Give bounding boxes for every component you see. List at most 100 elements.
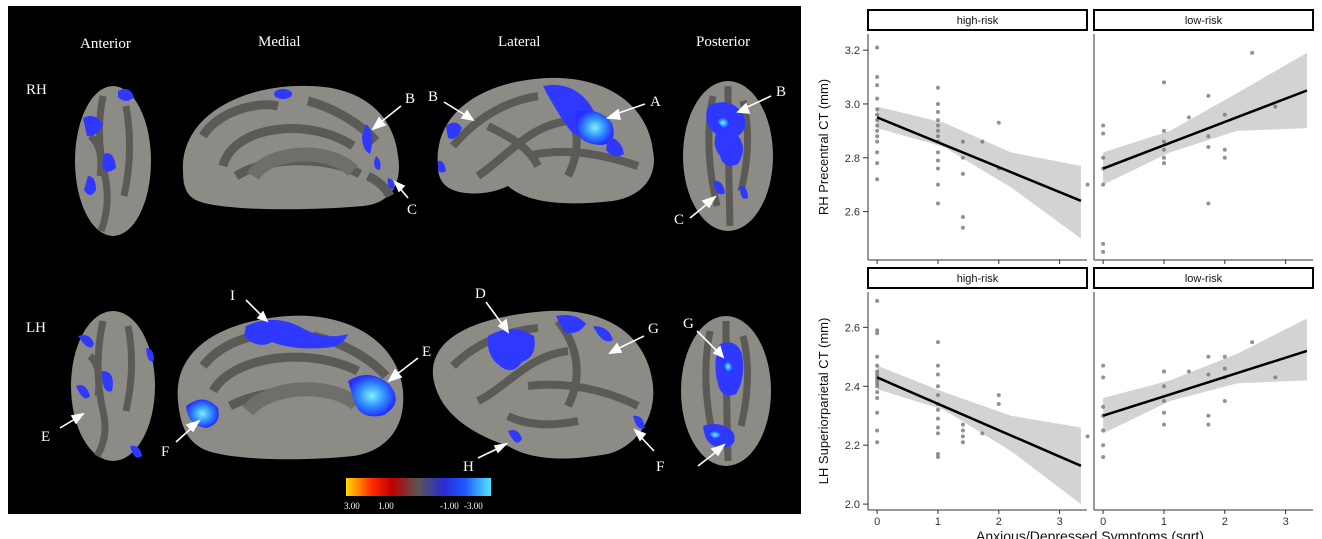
data-point (1085, 182, 1090, 187)
data-point (1161, 161, 1166, 166)
data-point (1161, 80, 1166, 85)
data-point (935, 431, 940, 436)
x-tick-label: 0 (1100, 516, 1106, 528)
data-point (1206, 145, 1211, 149)
data-point (875, 75, 880, 80)
data-point (1222, 112, 1227, 117)
view-label-posterior: Posterior (696, 34, 750, 50)
data-point (1206, 422, 1211, 427)
data-point (1186, 115, 1191, 120)
data-point (875, 45, 880, 50)
x-tick-label: 2 (996, 516, 1002, 528)
colorbar-tick: -3.00 (464, 501, 483, 511)
regression-line (1102, 349, 1308, 417)
data-point (996, 401, 1001, 406)
data-point (1222, 155, 1227, 160)
data-point (1273, 375, 1278, 380)
data-point (1186, 369, 1191, 374)
y-tick-label: 3.2 (845, 45, 860, 57)
y-tick-label: 2.8 (845, 153, 860, 165)
lh-anterior-brain (71, 311, 155, 461)
data-point (1161, 399, 1166, 403)
region-label-f: F (656, 459, 664, 475)
charts-svg: RH Precentral CT (mm) 2.6 2.8 3.0 3.2 high-ri… (816, 9, 1314, 539)
data-point (935, 393, 940, 398)
annotation-arrows (59, 95, 772, 467)
data-point (875, 396, 880, 401)
data-point (1101, 363, 1106, 368)
facet-label: high-risk (957, 15, 999, 27)
confidence-band (877, 365, 1081, 505)
data-point (960, 139, 965, 144)
data-point (1206, 372, 1211, 377)
data-point (875, 381, 880, 386)
facet-strip (867, 267, 1088, 289)
lh-medial-brain (177, 315, 404, 460)
data-point (875, 177, 880, 182)
data-point (875, 134, 880, 139)
region-label-b: B (428, 89, 438, 105)
y-tick-label: 2.6 (845, 322, 860, 334)
data-point (1101, 428, 1106, 433)
data-point (960, 428, 965, 433)
regression-line (876, 116, 1082, 202)
data-point (935, 158, 940, 163)
data-point (875, 128, 880, 133)
data-point (1206, 354, 1211, 359)
data-point (935, 128, 940, 133)
region-label-g: G (683, 316, 694, 332)
data-point (1206, 93, 1211, 98)
data-point (1101, 241, 1106, 246)
data-point (935, 150, 940, 155)
data-point (1101, 375, 1106, 380)
data-point (1161, 384, 1166, 389)
facet-strip (1093, 9, 1314, 31)
region-label-e: E (422, 344, 431, 360)
colorbar-tick: 1.00 (378, 501, 394, 511)
data-point (1273, 104, 1278, 109)
region-label-c: C (674, 212, 684, 228)
y-axis-label: RH Precentral CT (mm) (816, 79, 831, 215)
y-tick-label: 2.2 (845, 440, 860, 452)
data-point (935, 454, 940, 459)
data-point (875, 410, 880, 415)
region-label-b: B (405, 91, 415, 107)
data-point (875, 372, 880, 377)
data-point (935, 182, 940, 187)
data-point (875, 107, 880, 112)
data-point (1101, 249, 1106, 254)
view-label-anterior: Anterior (80, 36, 131, 52)
data-point (875, 384, 880, 389)
lh-lateral-brain (432, 310, 654, 459)
data-point (1101, 123, 1106, 128)
data-point (1206, 134, 1211, 139)
data-point (1222, 366, 1227, 371)
data-point (1161, 410, 1166, 415)
data-point (875, 298, 880, 303)
data-point (996, 393, 1001, 398)
data-point (935, 110, 940, 115)
data-point (1206, 201, 1211, 206)
data-point (1161, 155, 1166, 160)
colorbar-tick: -1.00 (440, 501, 459, 511)
data-point (875, 112, 880, 117)
data-point (875, 369, 880, 374)
x-tick-label: 2 (1222, 516, 1228, 528)
view-label-medial: Medial (258, 34, 301, 50)
data-point (1101, 454, 1106, 459)
region-label-i: I (230, 288, 235, 304)
rh-lateral-brain (437, 77, 654, 204)
region-label-g: G (648, 321, 659, 337)
data-point (875, 331, 880, 336)
data-point (875, 390, 880, 395)
data-point (935, 425, 940, 430)
brain-surface-svg: Anterior Medial Lateral Posterior RH LH (26, 34, 786, 511)
data-point (1161, 369, 1166, 374)
region-label-d: D (475, 286, 486, 302)
brain-surface-figure: Anterior Medial Lateral Posterior RH LH (8, 6, 801, 514)
colorbar-tick: 3.00 (344, 501, 360, 511)
y-tick-label: 2.6 (845, 207, 860, 219)
y-tick-label: 2.4 (845, 381, 860, 393)
data-point (1101, 155, 1106, 160)
data-point (960, 225, 965, 230)
